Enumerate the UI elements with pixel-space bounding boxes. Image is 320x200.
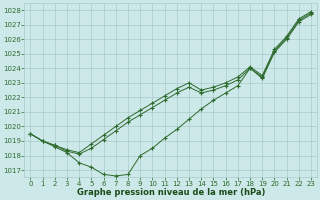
X-axis label: Graphe pression niveau de la mer (hPa): Graphe pression niveau de la mer (hPa) (76, 188, 265, 197)
